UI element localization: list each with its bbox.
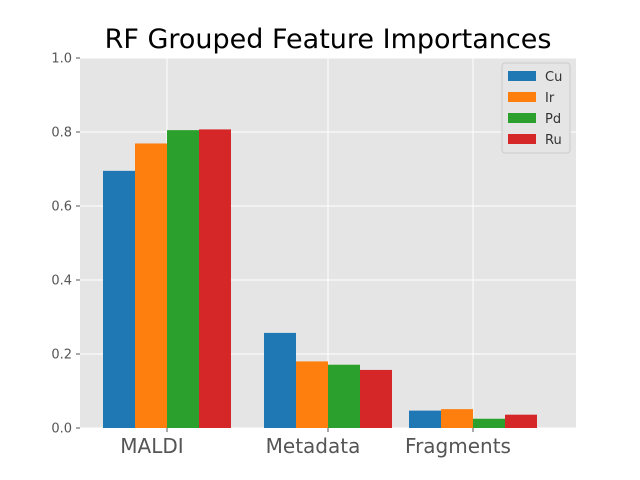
bar-cu-fragments — [409, 410, 441, 428]
bar-ir-fragments — [441, 409, 473, 428]
y-tick-label: 1.0 — [51, 52, 72, 67]
y-axis-ticks: 0.0 0.2 0.4 0.6 0.8 1.0 — [51, 52, 80, 437]
y-tick-label: 0.2 — [51, 348, 72, 363]
x-tick-label: MALDI — [120, 434, 183, 458]
legend-swatch-cu — [508, 71, 536, 81]
legend-swatch-ir — [508, 92, 536, 102]
x-axis-ticks: MALDI Metadata Fragments — [120, 428, 511, 458]
x-tick-label: Fragments — [405, 434, 511, 458]
legend-swatch-ru — [508, 134, 536, 144]
bar-ir-metadata — [296, 361, 328, 428]
chart-title: RF Grouped Feature Importances — [105, 24, 552, 55]
bar-pd-fragments — [473, 418, 505, 428]
bars — [103, 129, 537, 428]
bar-ir-maldi — [135, 143, 167, 428]
bar-ru-fragments — [505, 414, 537, 428]
bar-ru-maldi — [199, 129, 231, 428]
legend-label-ir: Ir — [545, 91, 555, 106]
legend-swatch-pd — [508, 113, 536, 123]
bar-ru-metadata — [360, 369, 392, 428]
bar-pd-maldi — [167, 130, 199, 428]
bar-cu-metadata — [264, 332, 296, 428]
legend: Cu Ir Pd Ru — [501, 62, 571, 154]
bar-cu-maldi — [103, 170, 135, 428]
legend-box — [501, 62, 571, 154]
legend-label-cu: Cu — [545, 70, 562, 85]
legend-label-pd: Pd — [545, 112, 561, 127]
y-tick-label: 0.6 — [51, 200, 72, 215]
y-tick-label: 0.8 — [51, 126, 72, 141]
bar-pd-metadata — [328, 364, 360, 428]
y-tick-label: 0.4 — [51, 274, 72, 289]
y-tick-label: 0.0 — [51, 422, 72, 437]
legend-label-ru: Ru — [545, 133, 562, 148]
x-tick-label: Metadata — [266, 434, 361, 458]
